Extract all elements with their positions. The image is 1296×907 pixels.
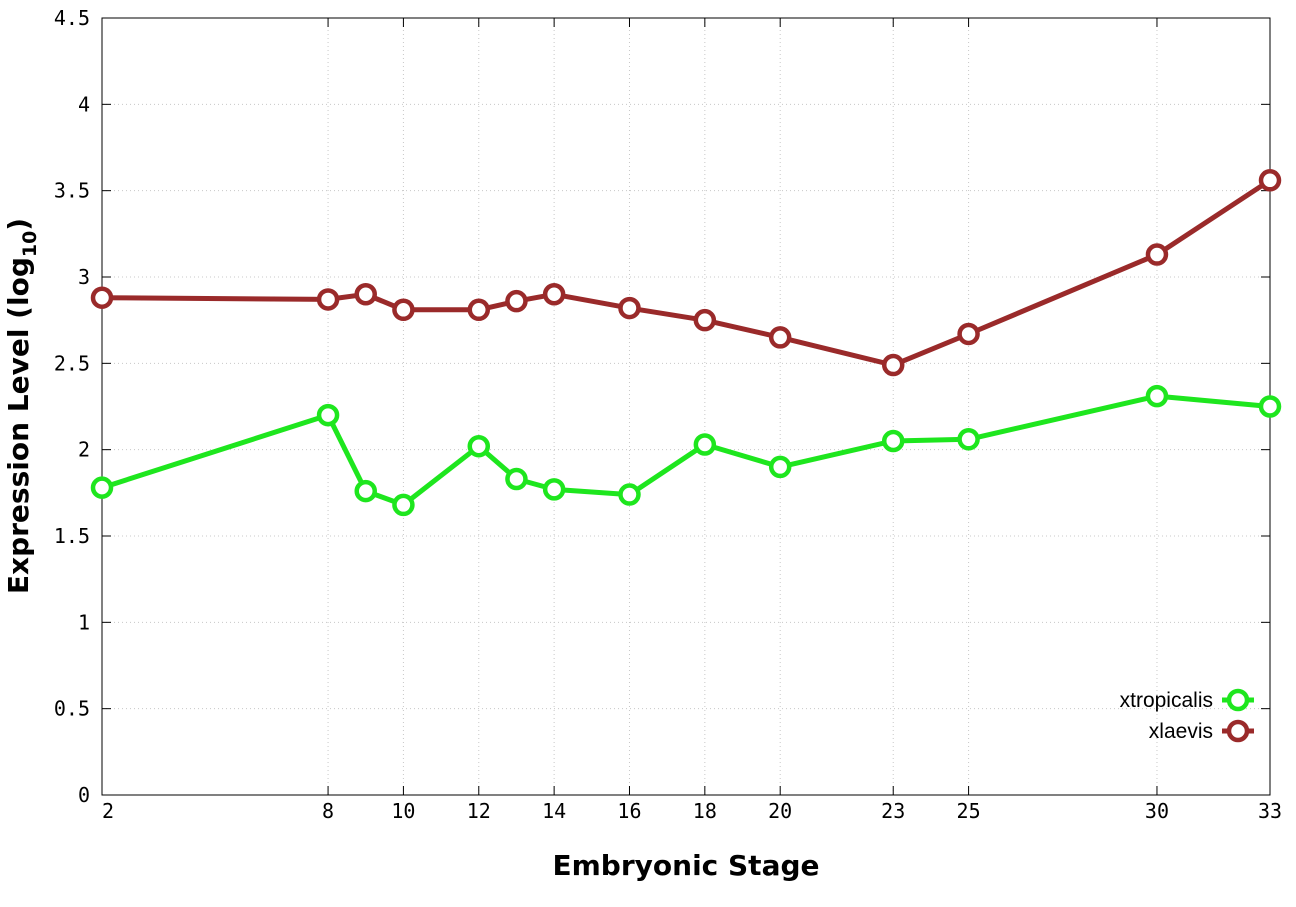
grid-lines	[102, 18, 1270, 795]
y-tick-label: 4.5	[54, 6, 90, 30]
data-point-xlaevis	[881, 353, 905, 377]
data-point-xtropicalis	[90, 476, 114, 499]
plot-area-frame	[101, 17, 1271, 796]
data-point-xtropicalis	[542, 478, 566, 501]
series-xlaevis	[90, 169, 1282, 377]
x-tick-label: 30	[1145, 799, 1169, 823]
x-axis-tick-labels: 2 8 10 12 14 16 18 20 23 25 30 33	[102, 799, 1282, 823]
y-axis-tick-labels: 0 0.5 1 1.5 2 2.5 3 3.5 4 4.5	[54, 6, 90, 807]
data-point-xlaevis	[693, 308, 717, 332]
y-tick-label: 2	[78, 438, 90, 462]
y-tick-label: 1	[78, 610, 90, 634]
data-point-xtropicalis	[618, 483, 641, 506]
y-tick-label: 0	[78, 783, 90, 807]
x-tick-label: 16	[617, 799, 641, 823]
x-tick-label: 12	[467, 799, 491, 823]
y-tick-label: 1.5	[54, 524, 90, 548]
y-tick-label: 3.5	[54, 179, 90, 203]
series-line-xtropicalis	[101, 393, 1271, 508]
x-tick-label: 14	[542, 799, 566, 823]
data-point-xlaevis	[505, 289, 528, 313]
data-point-xtropicalis	[316, 403, 340, 427]
legend-item-xlaevis: xlaevis	[1149, 719, 1254, 743]
x-tick-label: 10	[391, 799, 415, 823]
y-axis-title-close: )	[2, 218, 35, 231]
legend-label: xtropicalis	[1120, 689, 1213, 712]
x-axis-title: Embryonic Stage	[553, 849, 820, 882]
legend-marker-swatch	[1226, 719, 1250, 743]
data-point-xtropicalis	[392, 493, 415, 517]
data-point-xlaevis	[354, 283, 377, 306]
data-point-xtropicalis	[1145, 384, 1169, 408]
legend-item-xtropicalis: xtropicalis	[1120, 688, 1254, 712]
data-point-xtropicalis	[693, 433, 717, 456]
y-tick-label: 4	[78, 92, 90, 116]
x-tick-label: 23	[881, 799, 905, 823]
data-point-xlaevis	[1258, 169, 1282, 192]
axis-ticks	[101, 17, 1271, 796]
legend-marker-swatch	[1226, 688, 1250, 712]
data-point-xtropicalis	[354, 479, 377, 503]
data-point-xlaevis	[467, 298, 491, 322]
data-point-xlaevis	[957, 322, 980, 346]
data-point-xtropicalis	[505, 467, 528, 491]
y-tick-label: 3	[78, 265, 90, 289]
data-point-xlaevis	[316, 288, 340, 311]
legend: xtropicalis xlaevis	[1120, 688, 1254, 743]
data-point-xtropicalis	[1258, 395, 1282, 418]
data-point-xlaevis	[392, 298, 415, 322]
x-tick-label: 2	[102, 799, 114, 823]
y-axis-title-main: Expression Level (log	[2, 257, 35, 594]
x-tick-label: 18	[693, 799, 717, 823]
legend-label: xlaevis	[1149, 720, 1213, 743]
data-point-xlaevis	[1145, 243, 1169, 266]
y-tick-label: 0.5	[54, 697, 90, 721]
data-point-xlaevis	[618, 296, 641, 320]
series-xtropicalis	[90, 384, 1282, 517]
data-point-xtropicalis	[768, 455, 792, 479]
y-tick-label: 2.5	[54, 351, 90, 375]
x-tick-label: 8	[322, 799, 334, 823]
series-line-xlaevis	[101, 178, 1272, 368]
data-point-xlaevis	[90, 286, 114, 309]
x-tick-label: 25	[957, 799, 981, 823]
y-axis-title: Expression Level (log10)	[2, 218, 41, 594]
data-point-xtropicalis	[467, 434, 491, 458]
data-point-xtropicalis	[881, 429, 905, 453]
x-tick-label: 20	[768, 799, 792, 823]
data-series	[90, 169, 1282, 517]
x-tick-label: 33	[1258, 799, 1282, 823]
data-point-xlaevis	[542, 283, 566, 306]
data-point-xlaevis	[768, 326, 792, 349]
data-point-xtropicalis	[957, 428, 980, 451]
y-axis-title-subscript: 10	[19, 231, 41, 257]
